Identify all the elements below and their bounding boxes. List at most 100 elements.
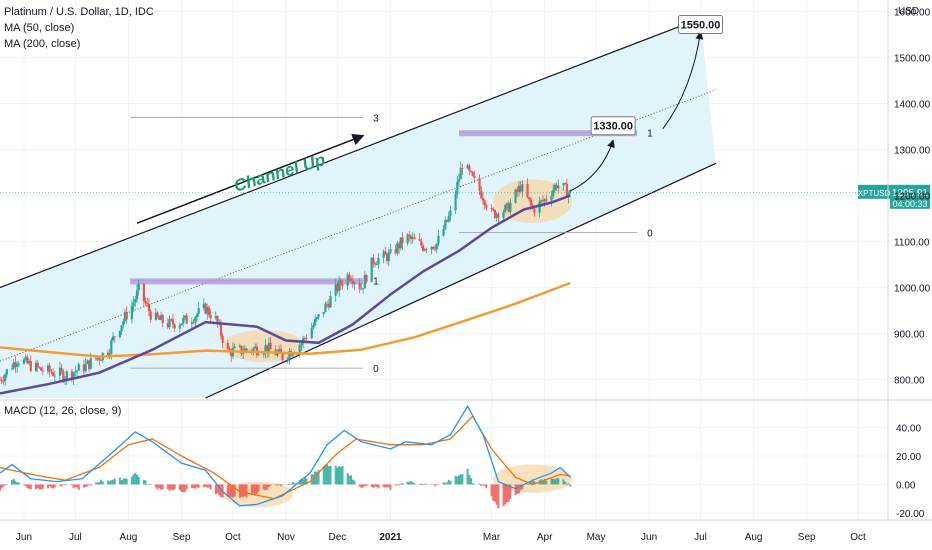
macd-histogram-bar (398, 484, 401, 486)
ma50-line (0, 194, 571, 395)
macd-histogram-bar (84, 484, 87, 488)
candle-body (504, 205, 507, 213)
candle-body (197, 307, 200, 315)
candle-body (5, 369, 8, 375)
candle-body (528, 197, 531, 200)
candle-body (192, 322, 195, 324)
macd-histogram-bar (206, 484, 209, 488)
legend-ma50: MA (50, close) (4, 22, 75, 34)
candle-body (65, 371, 68, 379)
candle-body (75, 370, 79, 372)
macd-histogram-bar (264, 484, 267, 491)
candle-body (2, 380, 5, 382)
time-tick-label: Sep (798, 532, 816, 543)
candle-body (473, 175, 476, 178)
macd-histogram-bar (410, 481, 413, 485)
macd-histogram-bar (372, 484, 375, 488)
macd-histogram-bar (195, 484, 198, 488)
macd-histogram-bar (519, 484, 522, 491)
candle-body (17, 363, 20, 365)
macd-histogram-bar (514, 484, 517, 496)
candle-body (245, 348, 248, 351)
price-tag (890, 184, 930, 209)
macd-histogram-bar (17, 482, 20, 485)
candle-body (202, 303, 205, 308)
macd-histogram-bar (202, 484, 205, 488)
macd-histogram-bar (231, 484, 234, 498)
candle-body (113, 336, 116, 338)
candle-body (327, 303, 330, 308)
candle-body (317, 314, 320, 318)
candle-body (122, 320, 125, 326)
candle-body (178, 325, 181, 329)
candle-body (24, 356, 27, 360)
macd-histogram-bar (0, 484, 3, 489)
candle-body (154, 312, 157, 320)
macd-histogram-bar (456, 476, 459, 485)
macd-histogram-bar (24, 484, 27, 487)
candle-body (461, 167, 464, 169)
macd-histogram-bar (5, 484, 8, 485)
macd-histogram-bar (317, 469, 320, 485)
time-tick-label: Aug (120, 532, 138, 543)
candle-body (358, 282, 361, 289)
candle-body (221, 335, 224, 344)
macd-histogram-bar (192, 484, 195, 488)
macd-histogram-bar (124, 478, 127, 485)
macd-histogram-bar (348, 475, 351, 485)
candle-body (435, 243, 438, 250)
macd-histogram-bar (113, 478, 116, 485)
candle-body (529, 199, 533, 206)
macd-histogram-bar (166, 484, 169, 490)
trend-arrow (136, 133, 365, 224)
macd-histogram-bar (194, 484, 197, 489)
candle-body (521, 184, 524, 192)
candle-body (46, 365, 50, 372)
macd-histogram-bar (545, 480, 548, 485)
candle-body (291, 353, 294, 356)
macd-histogram-bar (100, 479, 103, 485)
macd-histogram-bar (459, 474, 462, 485)
legend-macd: MACD (12, 26, close, 9) (4, 405, 122, 417)
macd-histogram-bar (483, 484, 486, 487)
macd-histogram-bar (159, 484, 162, 490)
candle-body (399, 237, 402, 249)
macd-histogram-bar (88, 484, 91, 486)
macd-histogram-bar (254, 484, 257, 496)
candle-body (401, 237, 404, 244)
candle-body (497, 213, 500, 219)
macd-histogram-bar (562, 479, 565, 485)
candle-body (240, 345, 243, 354)
channel-lower-line (205, 162, 717, 399)
candle-body (516, 189, 519, 192)
candle-body (492, 208, 495, 211)
candle-body (540, 200, 543, 202)
macd-histogram-bar (374, 484, 377, 487)
macd-histogram-bar (266, 484, 269, 490)
candle-body (425, 249, 428, 250)
macd-histogram-bar (144, 480, 147, 485)
candle-body (137, 283, 140, 291)
macd-histogram-bar (529, 480, 532, 485)
candlestick-series (0, 161, 572, 386)
candle-body (324, 303, 327, 313)
candle-body (505, 203, 509, 206)
macd-histogram-bar (110, 480, 113, 485)
macd-histogram-bar (82, 484, 85, 488)
macd-histogram-bar (72, 484, 75, 489)
macd-histogram-bar (219, 484, 222, 498)
candle-body (336, 284, 339, 292)
candle-body (360, 288, 363, 290)
candle-body (387, 252, 390, 262)
macd-histogram-bar (564, 481, 567, 485)
candle-body (444, 219, 447, 229)
macd-histogram-bar (4, 484, 7, 486)
macd-histogram-bar (26, 484, 29, 488)
candle-body (373, 263, 377, 265)
macd-histogram-bar (312, 474, 315, 485)
candle-body (82, 364, 86, 372)
candle-body (397, 243, 401, 249)
macd-histogram-bar (437, 484, 440, 486)
